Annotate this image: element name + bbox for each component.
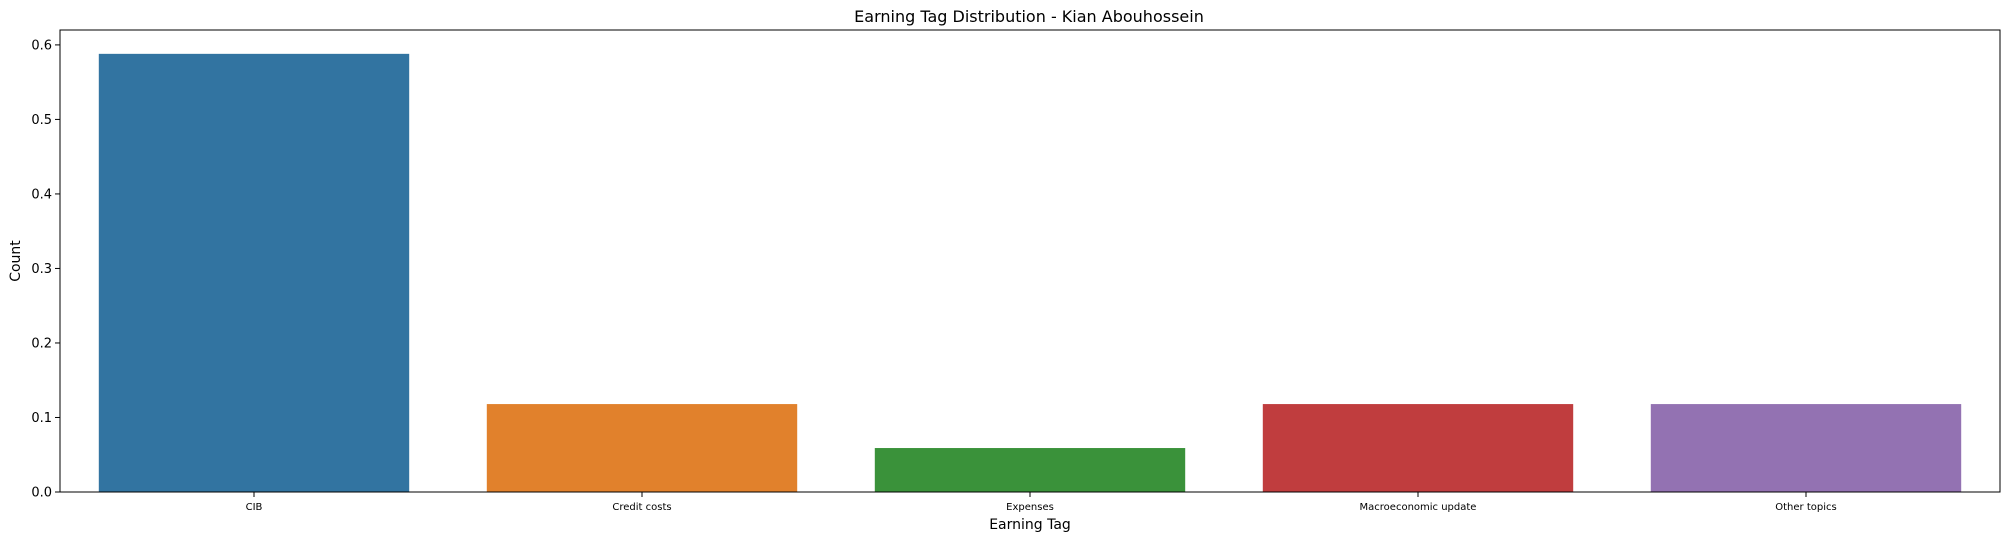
bar-macroeconomic-update xyxy=(1262,404,1574,492)
x-tick-label: Macroeconomic update xyxy=(1360,502,1477,513)
y-tick-label: 0.3 xyxy=(31,262,52,277)
bar-other-topics xyxy=(1650,404,1962,492)
y-tick-label: 0.2 xyxy=(31,336,52,351)
x-tick-label: Expenses xyxy=(1006,502,1054,513)
x-tick-label: Other topics xyxy=(1775,502,1836,513)
y-tick-label: 0.1 xyxy=(31,411,52,426)
y-tick-label: 0.5 xyxy=(31,113,52,128)
bar-credit-costs xyxy=(486,404,798,492)
chart-title: Earning Tag Distribution - Kian Abouhoss… xyxy=(854,7,1204,26)
x-axis: CIB Credit costs Expenses Macroeconomic upd… xyxy=(246,492,1837,513)
bar-cib xyxy=(98,53,410,493)
y-tick-label: 0.6 xyxy=(31,38,52,53)
y-tick-label: 0.0 xyxy=(31,486,52,501)
y-axis: 0.0 0.1 0.2 0.3 0.4 0.5 0.6 xyxy=(31,38,60,501)
x-axis-label: Earning Tag xyxy=(989,517,1071,533)
y-axis-label: Count xyxy=(8,240,24,282)
y-tick-label: 0.4 xyxy=(31,187,52,202)
bar-expenses xyxy=(874,448,1186,492)
bars-layer xyxy=(98,53,1962,493)
x-tick-label: CIB xyxy=(246,502,263,513)
x-tick-label: Credit costs xyxy=(612,502,671,513)
